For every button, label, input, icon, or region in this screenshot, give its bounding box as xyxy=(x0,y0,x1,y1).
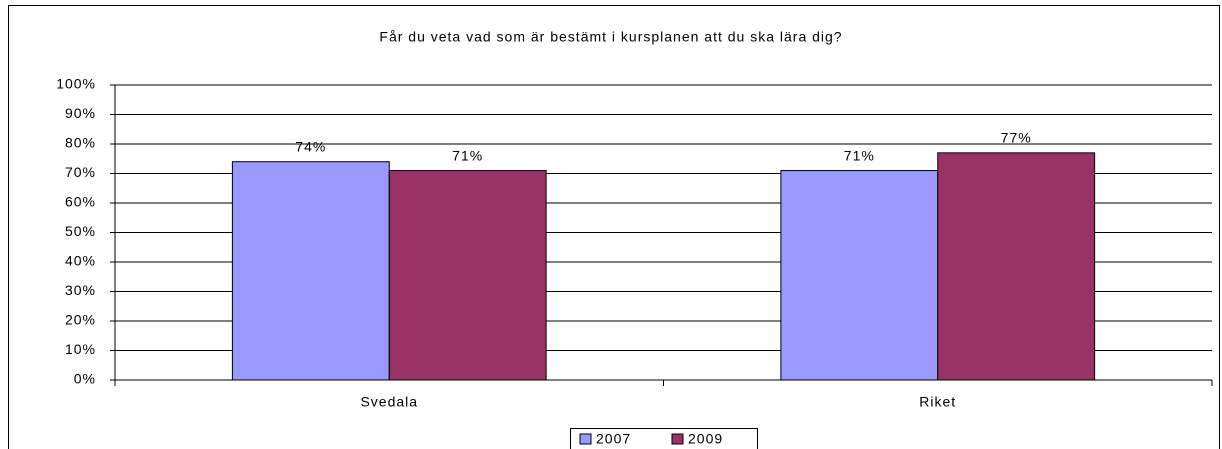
y-tick-label: 30% xyxy=(65,282,96,298)
value-label: 74% xyxy=(295,138,326,154)
bar xyxy=(388,170,547,381)
y-tick-label: 90% xyxy=(65,105,96,121)
y-tick-label: 50% xyxy=(65,223,96,239)
legend-label: 2009 xyxy=(688,431,723,447)
bar xyxy=(231,161,390,381)
y-tick-label: 0% xyxy=(74,371,96,387)
legend-label: 2007 xyxy=(596,431,631,447)
y-tick-label: 70% xyxy=(65,164,96,180)
bar xyxy=(780,170,939,381)
value-label: 71% xyxy=(844,147,875,163)
y-tick-label: 100% xyxy=(56,76,96,92)
legend-swatch xyxy=(671,433,684,445)
y-tick-label: 40% xyxy=(65,253,96,269)
legend-swatch xyxy=(579,433,592,445)
y-tick-label: 10% xyxy=(65,341,96,357)
chart-title: Får du veta vad som är bestämt i kurspla… xyxy=(379,29,842,45)
x-tick-label: Riket xyxy=(919,394,956,410)
x-tick-label: Svedala xyxy=(360,394,418,410)
y-tick-label: 60% xyxy=(65,194,96,210)
legend-box xyxy=(570,428,758,449)
y-tick-label: 80% xyxy=(65,135,96,151)
y-tick-label: 20% xyxy=(65,312,96,328)
bar xyxy=(937,152,1096,381)
value-label: 71% xyxy=(452,147,483,163)
value-label: 77% xyxy=(1001,130,1032,146)
